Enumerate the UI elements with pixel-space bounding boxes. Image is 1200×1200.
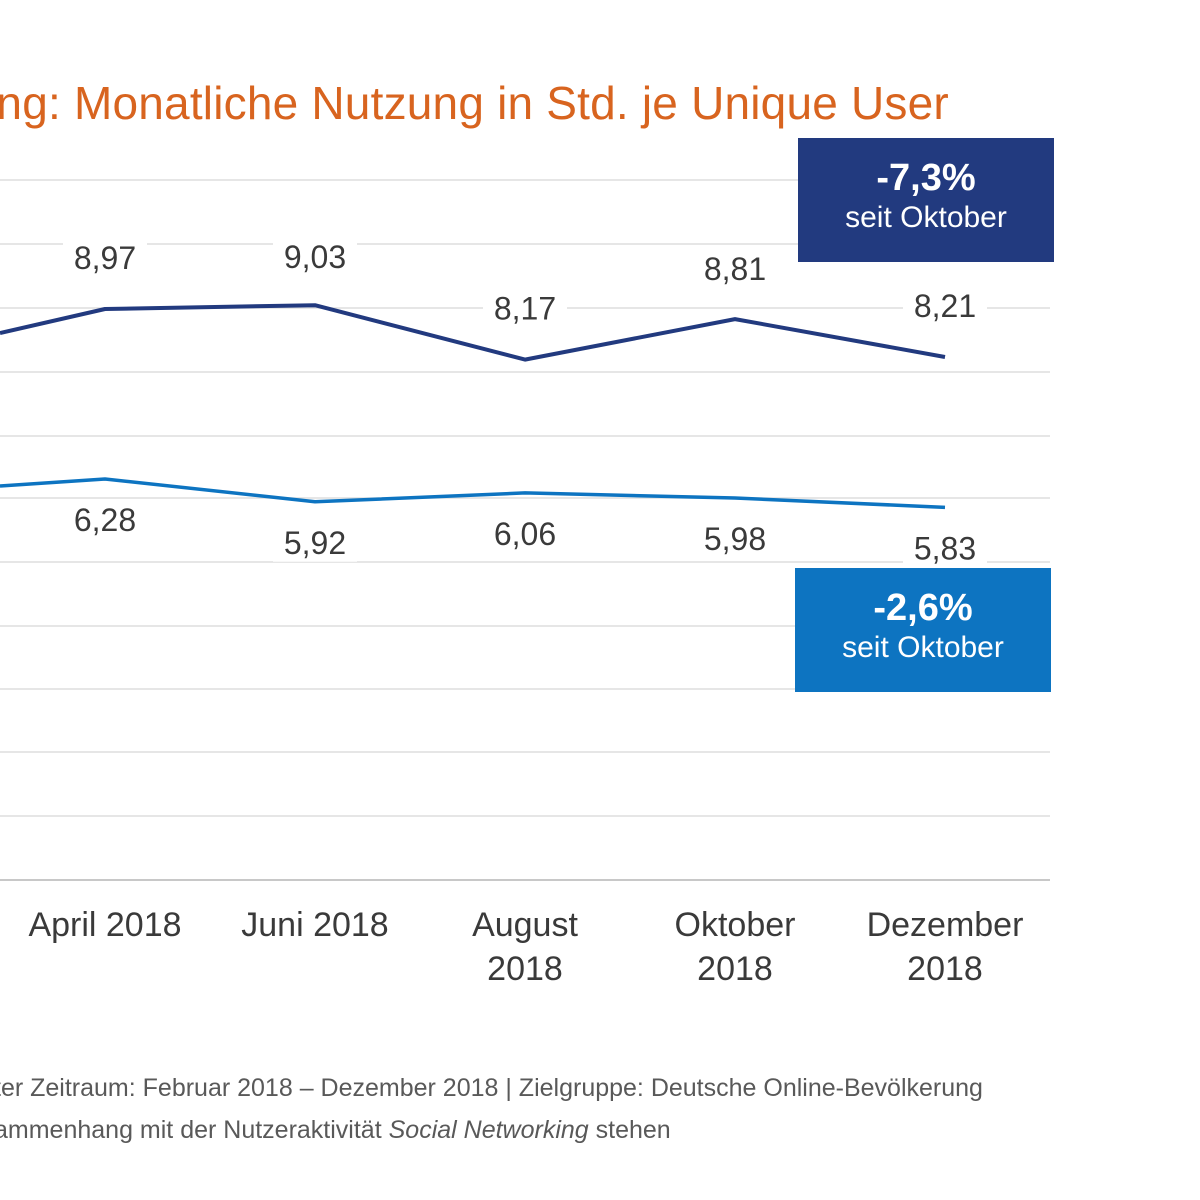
data-label: 5,83 (914, 530, 976, 566)
data-label: 6,06 (494, 516, 556, 552)
chart-title: ing: Monatliche Nutzung in Std. je Uniqu… (0, 77, 949, 129)
x-tick-label: 2018 (697, 950, 773, 988)
data-label-bg (693, 252, 777, 289)
change-badge-series-1: -7,3% seit Oktober (798, 138, 1054, 262)
data-label: 8,17 (494, 291, 556, 327)
footnote-line-1: ter Zeitraum: Februar 2018 – Dezember 20… (0, 1074, 983, 1102)
footnote-text: ammenhang mit der Nutzeraktivität (0, 1116, 389, 1144)
data-label: 6,28 (74, 502, 136, 538)
change-caption: seit Oktober (842, 631, 1004, 664)
series-lines (0, 303, 946, 510)
x-tick-label: Juni 2018 (241, 906, 388, 944)
data-label: 8,21 (914, 288, 976, 324)
data-label-bg (63, 503, 147, 540)
data-label: 5,98 (704, 521, 766, 557)
x-tick-label: Oktober (675, 906, 796, 944)
data-label: 5,92 (284, 525, 346, 561)
data-label-bg (903, 289, 987, 326)
x-tick-label: April 2018 (28, 906, 181, 944)
series-line-1 (0, 303, 946, 362)
change-value: -7,3% (876, 157, 976, 199)
data-label: 8,81 (704, 251, 766, 287)
data-label-bg (273, 240, 357, 277)
x-tick-label: August (472, 906, 578, 944)
series-line-2 (0, 477, 946, 510)
data-label-bg (483, 291, 567, 328)
change-caption: seit Oktober (845, 201, 1007, 234)
data-label-bg (483, 516, 567, 553)
data-labels: 8,97 9,03 8,17 8,81 8,21 6,28 5,92 6,06 5,98 5,83 (63, 239, 987, 568)
x-tick-label: 2018 (907, 950, 983, 988)
data-label-bg (693, 521, 777, 558)
footnote-text-end: stehen (588, 1116, 671, 1144)
data-label: 8,97 (74, 240, 136, 276)
x-tick-label: 2018 (487, 950, 563, 988)
x-axis-labels: April 2018 Juni 2018 August 2018 Oktober 2018… (28, 906, 1023, 988)
x-tick-label: Dezember (867, 906, 1024, 944)
data-label: 9,03 (284, 239, 346, 275)
footnote-line-2: ammenhang mit der Nutzeraktivität Social… (0, 1116, 671, 1145)
change-badge-series-2: -2,6% seit Oktober (795, 568, 1051, 692)
data-label-bg (273, 525, 357, 562)
data-label-bg (63, 240, 147, 277)
change-value: -2,6% (873, 587, 973, 629)
footnote-emphasis: Social Networking (388, 1116, 589, 1144)
data-label-bg (903, 531, 987, 568)
